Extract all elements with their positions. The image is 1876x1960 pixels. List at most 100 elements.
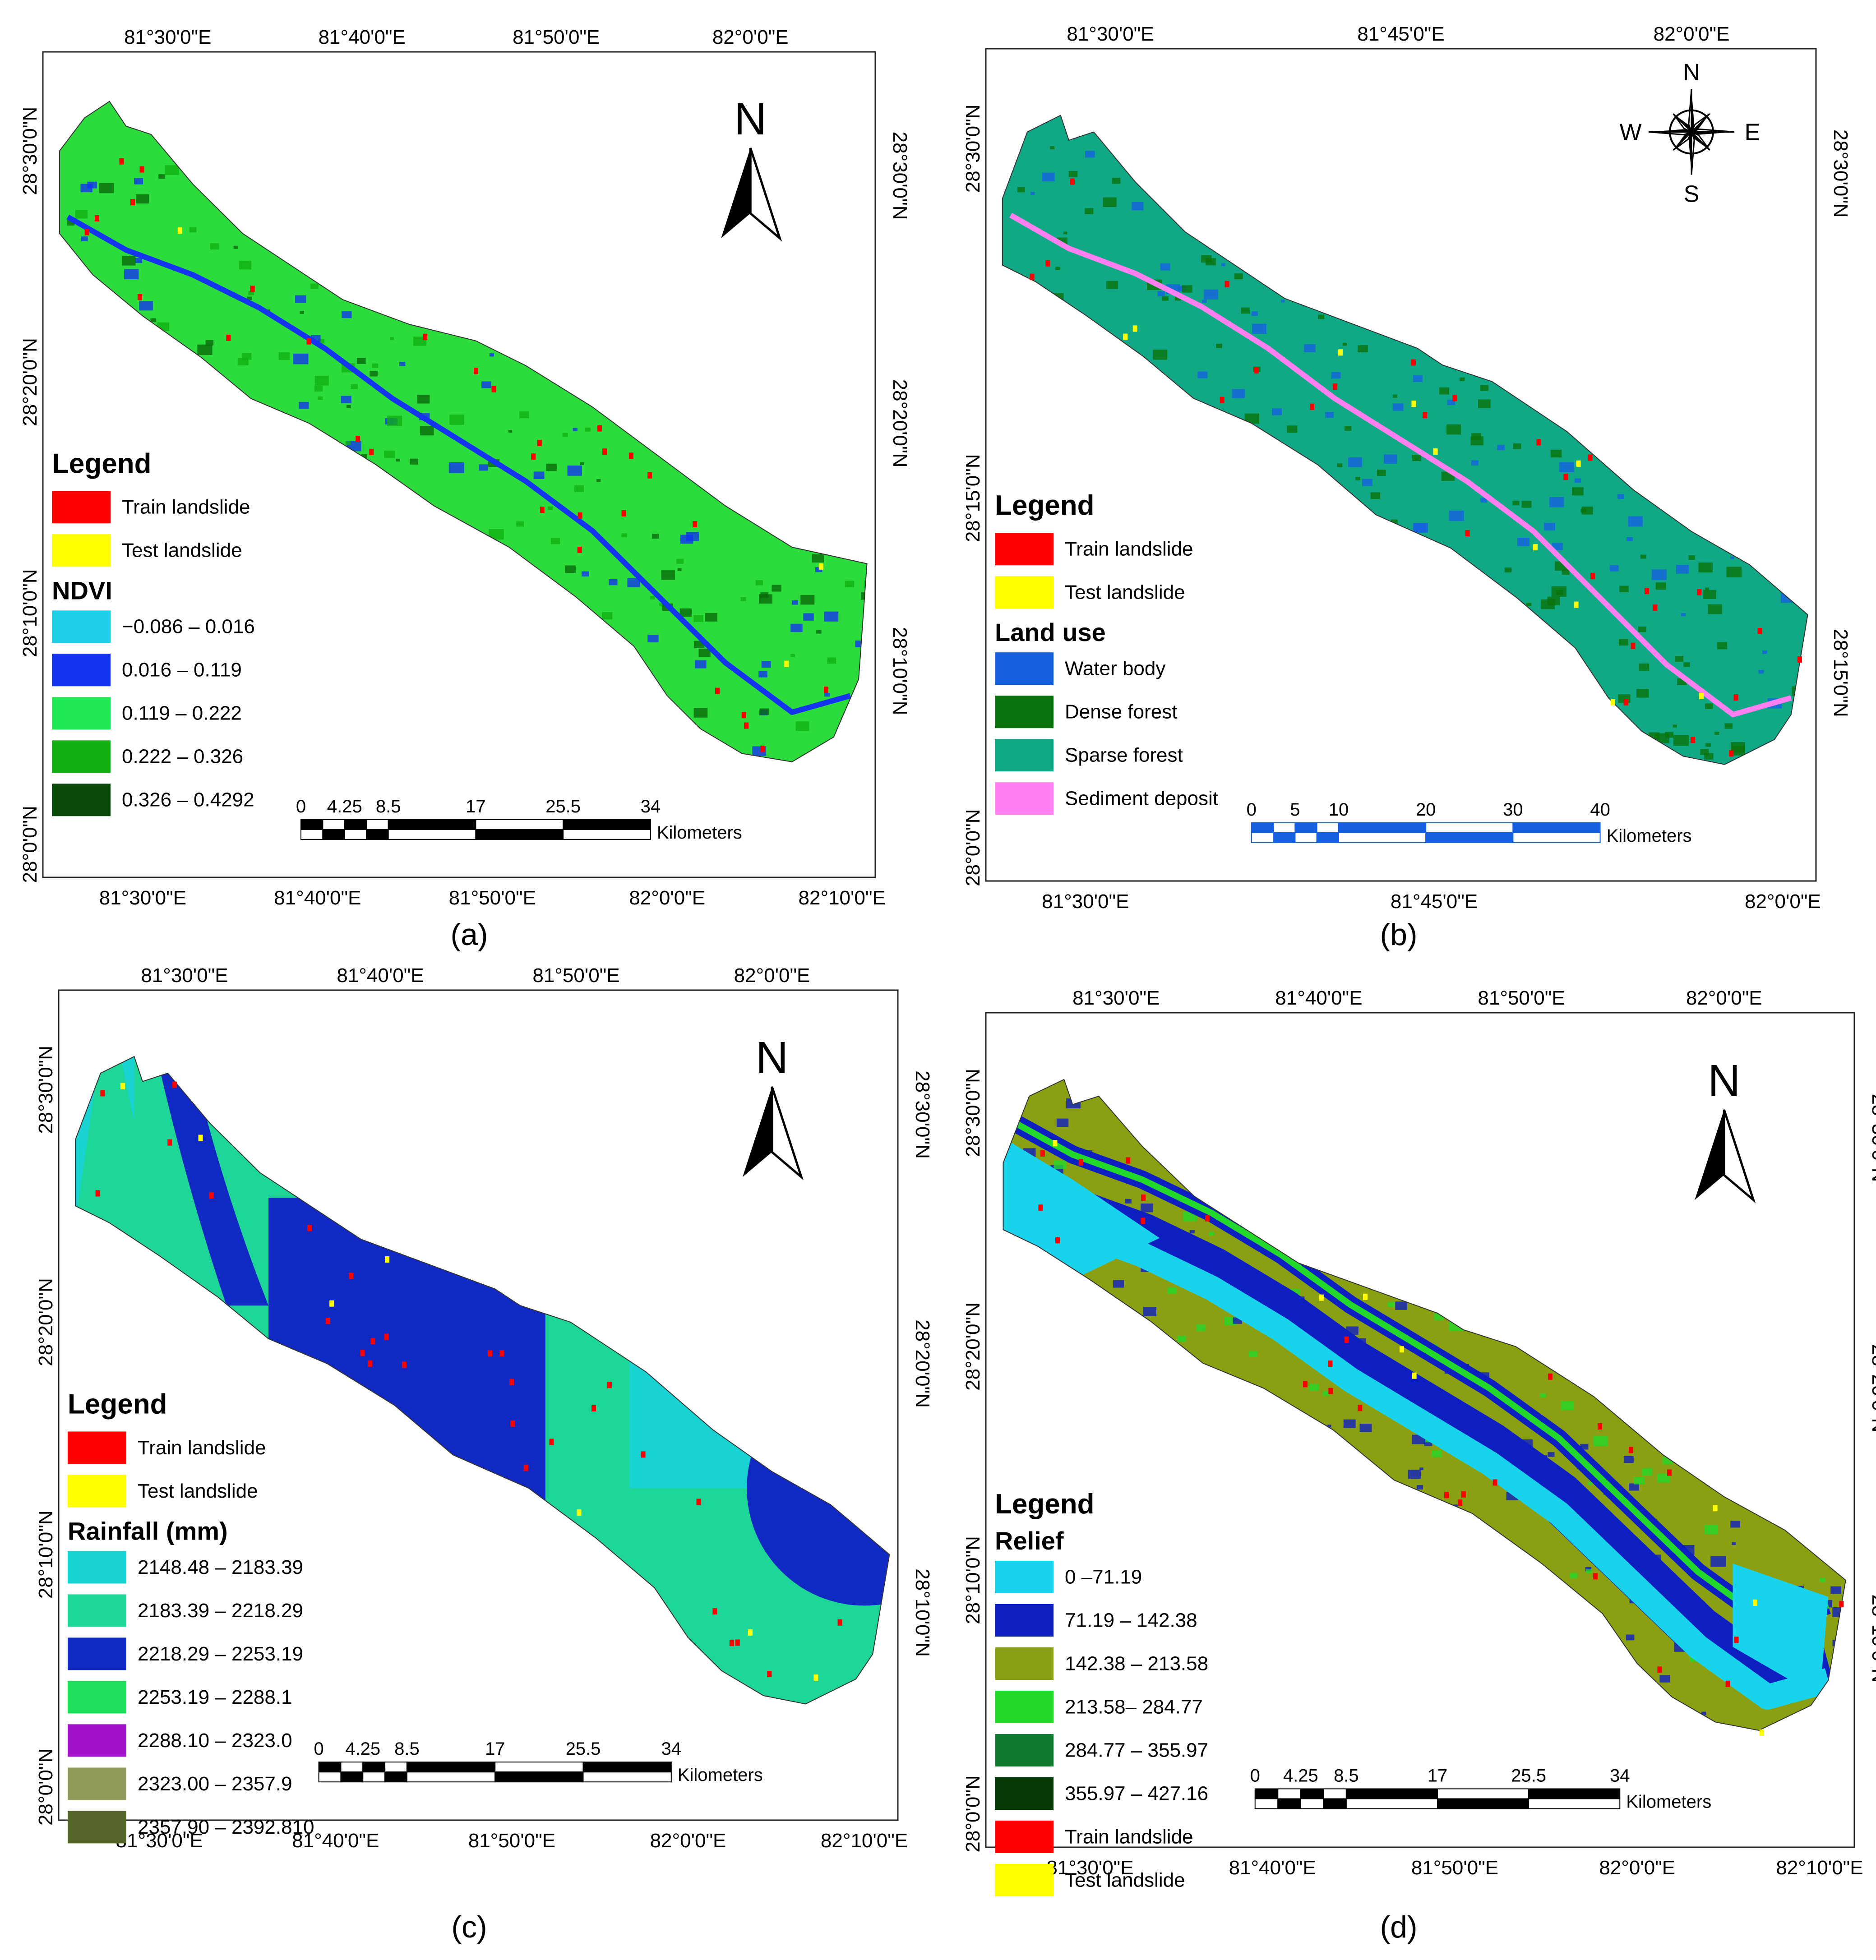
scale-bar <box>1254 1788 1621 1809</box>
compass-south-label: S <box>1684 181 1700 208</box>
map-patch <box>396 458 400 462</box>
legend-class-swatch <box>68 1724 126 1757</box>
map-patch <box>1569 1573 1578 1578</box>
right-latitude-label: 28°10'0"N <box>889 627 911 715</box>
map-patch <box>1206 258 1216 266</box>
map-patch <box>845 581 855 587</box>
map-patch <box>448 462 464 473</box>
train-landslide-point <box>591 1405 596 1411</box>
study-area-map <box>59 101 867 762</box>
train-landslide-point <box>1254 367 1259 374</box>
map-patch <box>1710 1556 1726 1567</box>
bottom-longitude-label: 81°50'0"E <box>1411 1857 1498 1879</box>
top-longitude-label: 81°30'0"E <box>141 964 228 987</box>
map-patch <box>800 595 815 605</box>
map-patch <box>1480 385 1489 391</box>
map-patch <box>1370 492 1380 499</box>
map-patch <box>1251 311 1258 316</box>
test-landslide-point <box>1576 460 1581 467</box>
map-patch <box>1700 749 1709 755</box>
train-landslide-point <box>1839 1601 1844 1607</box>
legend-class-swatch <box>52 784 111 816</box>
map-patch <box>318 396 323 400</box>
map-patch <box>1252 323 1266 334</box>
scale-tick-label: 34 <box>661 1739 682 1759</box>
train-landslide-point <box>1548 1373 1553 1380</box>
map-patch <box>205 340 213 346</box>
legend-class-swatch <box>52 610 111 643</box>
map-patch <box>1626 1634 1635 1641</box>
map-patch <box>134 178 143 184</box>
map-patch <box>1196 1324 1206 1331</box>
map-patch <box>1703 590 1716 599</box>
map-patch <box>533 471 545 480</box>
test-landslide-point <box>1123 333 1128 340</box>
map-patch <box>1562 569 1570 575</box>
study-area-outline <box>75 1056 890 1705</box>
legend-class-swatch <box>995 696 1054 729</box>
legend-title: Legend <box>995 1489 1094 1520</box>
test-landslide-point <box>1412 1372 1417 1379</box>
map-patch <box>1063 231 1067 235</box>
map-patch <box>1708 604 1722 614</box>
map-patch <box>1552 543 1563 550</box>
legend-class-label: 0.326 – 0.4292 <box>122 789 254 811</box>
legend-class-swatch <box>52 740 111 773</box>
train-landslide-point <box>693 521 698 528</box>
legend-class-label: 71.19 – 142.38 <box>1065 1609 1197 1631</box>
map-patch <box>1641 1468 1653 1476</box>
map-patch <box>489 353 494 357</box>
map-patch <box>1504 567 1512 572</box>
test-landslide-point <box>198 1134 203 1141</box>
train-landslide-point <box>423 333 428 340</box>
map-patch <box>1638 627 1646 632</box>
study-area-map <box>1002 115 1808 765</box>
legend-class-swatch <box>995 1777 1054 1810</box>
compass-rose-icon <box>1648 89 1735 175</box>
map-patch <box>1830 1586 1841 1594</box>
map-patch <box>1730 1521 1740 1528</box>
map-patch <box>1636 689 1649 698</box>
map-patch <box>356 358 366 364</box>
top-longitude-label: 82°0'0"E <box>1654 23 1730 45</box>
map-patch <box>695 660 707 669</box>
map-patch <box>318 339 325 344</box>
train-landslide-point <box>130 199 135 206</box>
map-patch <box>1478 399 1491 408</box>
map-patch <box>1676 565 1689 574</box>
bottom-longitude-label: 82°10'0"E <box>821 1830 908 1852</box>
map-patch <box>1626 537 1633 541</box>
legend-class-label: Test landslide <box>1065 1869 1185 1891</box>
train-landslide-point <box>1411 359 1416 366</box>
map-patch <box>1309 1384 1319 1391</box>
train-landslide-point <box>1078 1159 1083 1166</box>
map-patch <box>372 363 379 368</box>
map-patch <box>1197 371 1208 378</box>
map-patch <box>1244 413 1260 424</box>
train-landslide-point <box>1657 1666 1662 1673</box>
train-landslide-point <box>1563 474 1568 480</box>
map-patch <box>481 381 491 388</box>
map-patch <box>1112 178 1121 184</box>
train-landslide-point <box>1328 1388 1333 1394</box>
map-patch <box>1055 267 1060 270</box>
map-patch <box>759 594 772 604</box>
map-patch <box>247 296 252 300</box>
map-patch <box>1085 151 1095 158</box>
train-landslide-point <box>837 1619 842 1626</box>
legend-class-swatch <box>995 1647 1054 1680</box>
map-patch <box>1412 455 1421 461</box>
test-landslide-point <box>1319 1294 1324 1301</box>
train-landslide-point <box>531 453 536 460</box>
map-patch <box>124 269 139 280</box>
bottom-longitude-label: 82°0'0"E <box>650 1830 726 1852</box>
map-patch <box>1143 1307 1156 1316</box>
legend-point-label: Test landslide <box>122 540 242 562</box>
map-patch <box>361 454 367 458</box>
train-landslide-point <box>491 386 496 392</box>
train-landslide-point <box>712 1608 717 1615</box>
map-patch <box>1673 735 1689 746</box>
map-patch <box>136 194 149 204</box>
map-patch <box>1548 1452 1555 1457</box>
map-patch <box>345 441 351 445</box>
